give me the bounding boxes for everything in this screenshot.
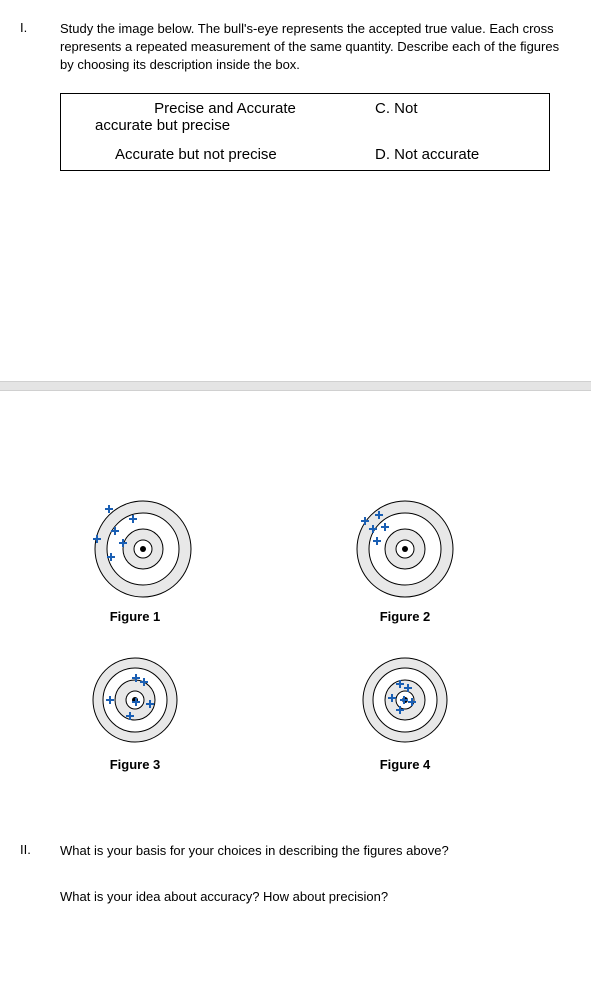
- figure-3: Figure 3: [60, 654, 210, 772]
- option-B-cut: Accurate but not precise: [75, 146, 375, 163]
- page-break-band: [0, 381, 591, 391]
- bullseye-figure-2: [345, 491, 465, 601]
- bullseye-figure-4: [350, 654, 460, 749]
- question-2: What is your idea about accuracy? How ab…: [60, 888, 561, 906]
- option-C: C. Not: [375, 100, 535, 117]
- option-A-line2: accurate but precise: [75, 117, 375, 134]
- roman-II: II.: [20, 842, 60, 860]
- roman-I: I.: [20, 20, 60, 75]
- section-II: II. What is your basis for your choices …: [0, 842, 591, 906]
- section-I-header: I. Study the image below. The bull's-eye…: [0, 0, 591, 75]
- figure-4: Figure 4: [330, 654, 480, 772]
- option-D-cut: D. Not accurate: [375, 146, 535, 163]
- roman-II-empty: [20, 888, 60, 906]
- figure-1: Figure 1: [60, 491, 210, 624]
- option-C-empty: [375, 117, 535, 134]
- bullseye-figure-3: [80, 654, 190, 749]
- figure-2: Figure 2: [330, 491, 480, 624]
- bullseye-figure-1: [75, 491, 195, 601]
- figure-4-label: Figure 4: [330, 757, 480, 772]
- figures-area: Figure 1 Figure 2 Figure 3 Figure 4: [0, 491, 591, 772]
- figure-3-label: Figure 3: [60, 757, 210, 772]
- option-A-line1: Precise and Accurate: [75, 100, 375, 117]
- figure-1-label: Figure 1: [60, 609, 210, 624]
- question-1: What is your basis for your choices in d…: [60, 842, 561, 860]
- figure-2-label: Figure 2: [330, 609, 480, 624]
- instruction-text: Study the image below. The bull's-eye re…: [60, 20, 561, 75]
- options-box: Precise and Accurate C. Not accurate but…: [60, 93, 550, 171]
